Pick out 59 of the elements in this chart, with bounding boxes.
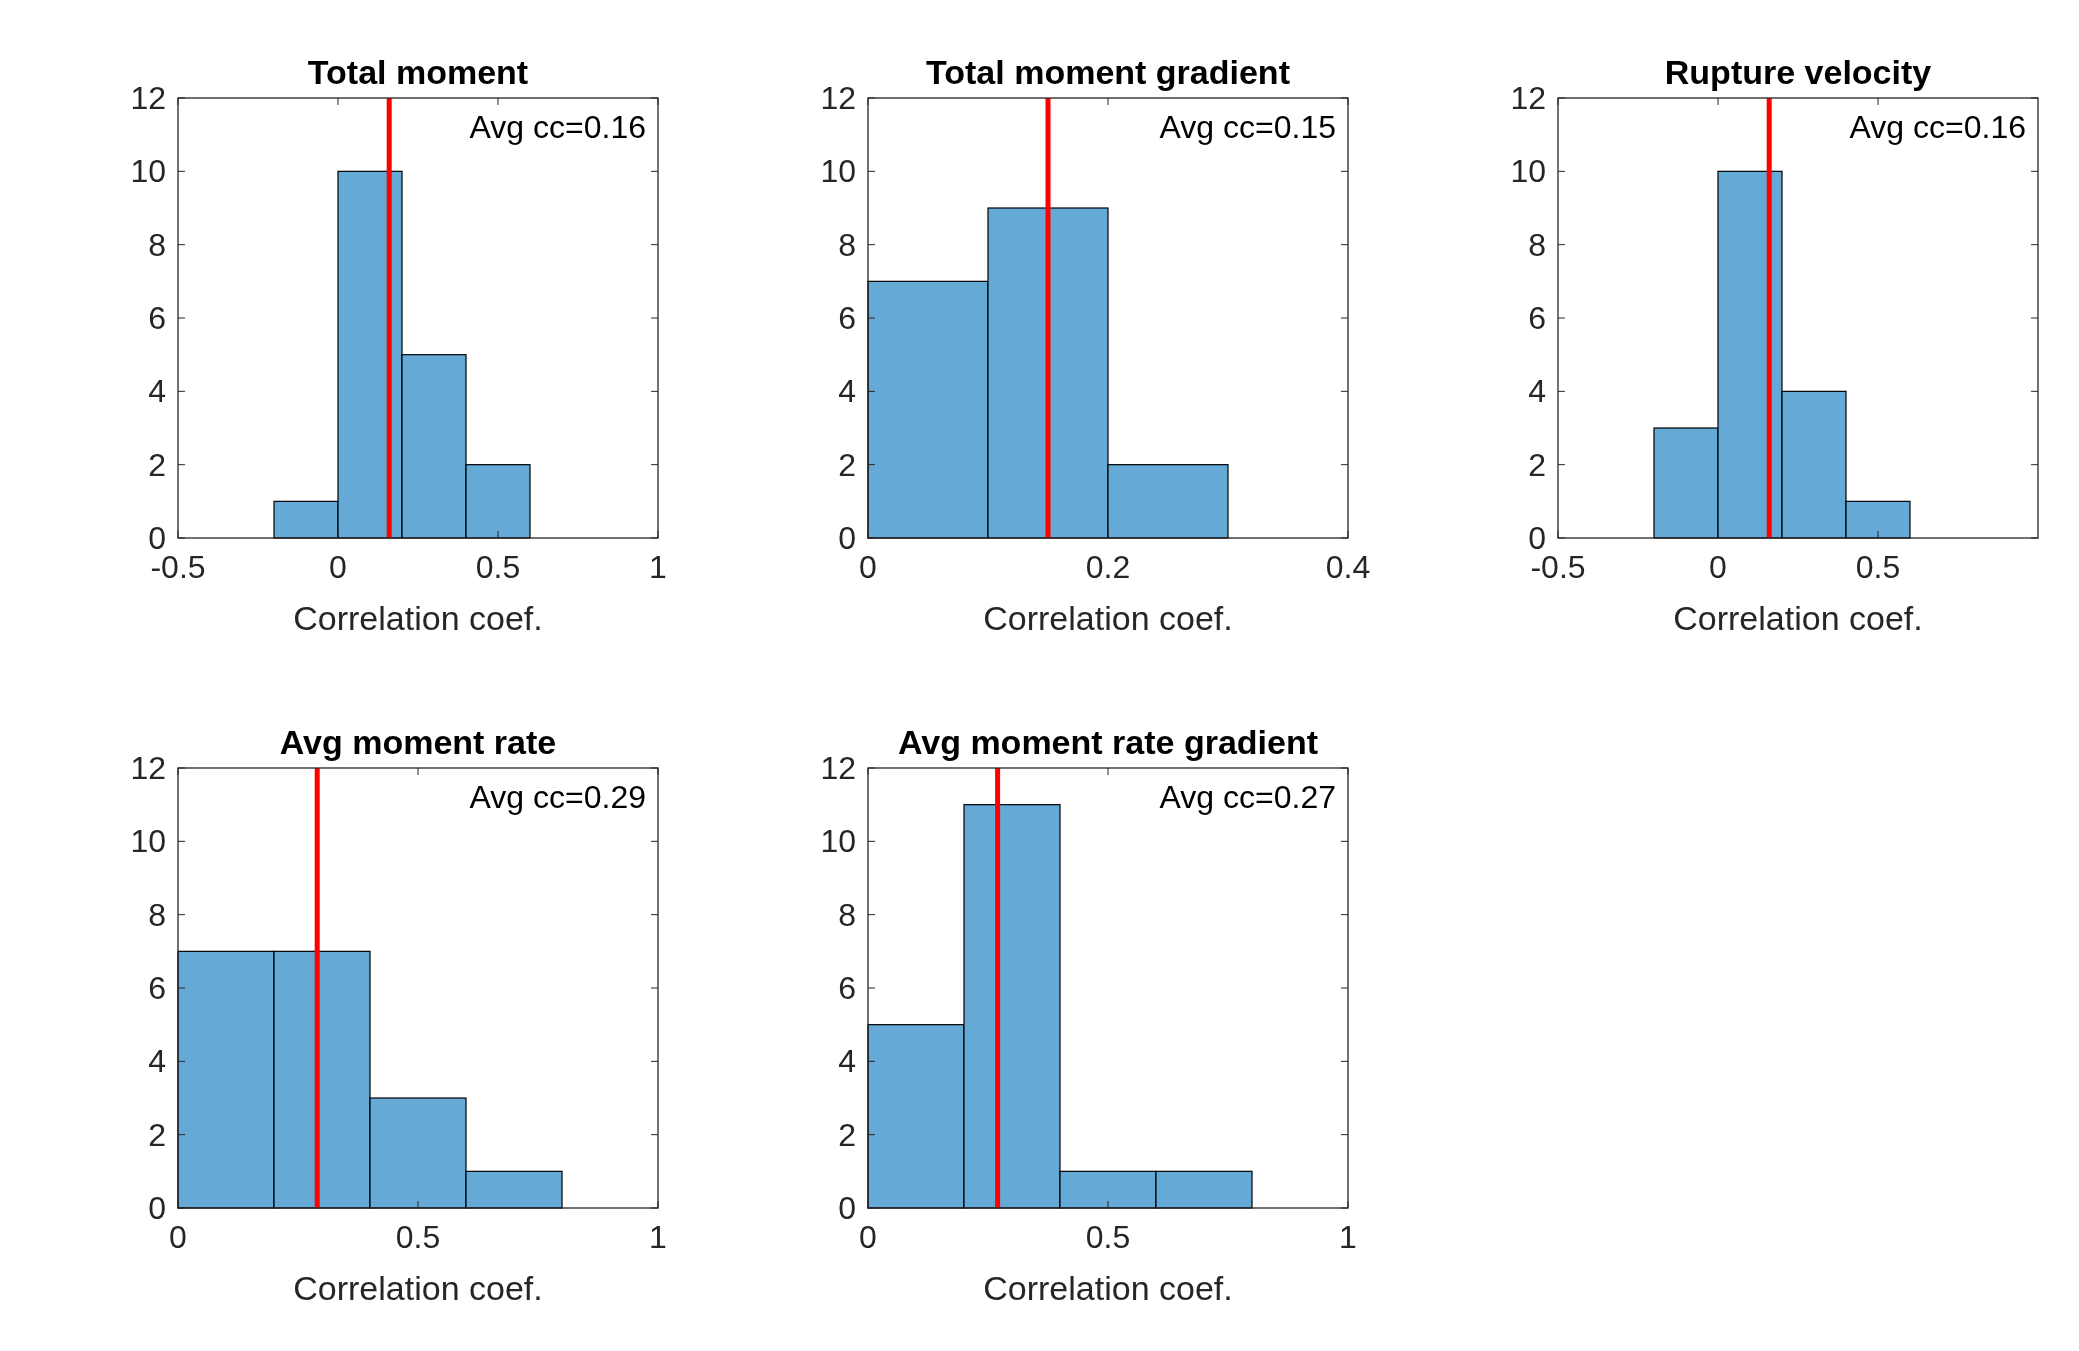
chart-title: Avg moment rate (279, 723, 557, 761)
y-tick-label: 6 (1528, 300, 1546, 336)
y-tick-label: 12 (820, 750, 856, 786)
y-tick-label: 8 (1528, 226, 1546, 263)
y-tick-label: 12 (130, 80, 166, 116)
x-axis-title: Correlation coef. (293, 1269, 543, 1307)
x-tick-label: 0.5 (395, 1219, 441, 1255)
x-axis-title: Correlation coef. (983, 599, 1233, 637)
y-tick-label: 4 (148, 1043, 166, 1080)
y-tick-label: 10 (820, 153, 856, 190)
x-tick-label: 0.5 (1855, 549, 1901, 585)
y-tick-label: 6 (838, 970, 856, 1006)
x-tick-label: 1 (1339, 1219, 1357, 1255)
annotation: Avg cc=0.27 (1159, 779, 1336, 815)
chart-title: Total moment (307, 53, 529, 91)
annotation: Avg cc=0.16 (469, 109, 646, 145)
y-tick-label: 8 (148, 226, 166, 263)
y-tick-label: 12 (130, 750, 166, 786)
x-axis-title: Correlation coef. (1673, 599, 1923, 637)
y-tick-label: 2 (148, 446, 166, 483)
y-tick-label: 8 (838, 226, 856, 263)
y-tick-label: 0 (838, 520, 856, 556)
x-axis-title: Correlation coef. (293, 599, 543, 637)
y-tick-label: 0 (838, 1190, 856, 1226)
y-tick-label: 12 (820, 80, 856, 116)
x-tick-label: 0 (329, 549, 347, 585)
x-tick-label: 0.2 (1085, 549, 1131, 585)
y-tick-label: 10 (130, 823, 166, 860)
y-tick-label: 0 (148, 1190, 166, 1226)
y-tick-label: 6 (148, 300, 166, 336)
x-tick-label: 1 (649, 1219, 667, 1255)
annotation: Avg cc=0.15 (1159, 109, 1336, 145)
y-tick-label: 10 (1510, 153, 1546, 190)
annotation: Avg cc=0.29 (469, 779, 646, 815)
y-tick-label: 4 (838, 373, 856, 410)
x-tick-label: 0.4 (1325, 549, 1371, 585)
x-axis-title: Correlation coef. (983, 1269, 1233, 1307)
y-tick-label: 8 (838, 896, 856, 933)
y-tick-label: 2 (838, 446, 856, 483)
y-tick-label: 10 (820, 823, 856, 860)
y-tick-label: 10 (130, 153, 166, 190)
chart-title: Rupture velocity (1664, 53, 1932, 91)
y-tick-label: 12 (1510, 80, 1546, 116)
y-tick-label: 4 (838, 1043, 856, 1080)
y-tick-label: 4 (148, 373, 166, 410)
x-tick-label: 0 (1709, 549, 1727, 585)
annotation: Avg cc=0.16 (1849, 109, 2026, 145)
chart-title: Avg moment rate gradient (897, 723, 1319, 761)
chart-title: Total moment gradient (926, 53, 1290, 91)
y-tick-label: 2 (148, 1116, 166, 1153)
y-tick-label: 2 (838, 1116, 856, 1153)
y-tick-label: 2 (1528, 446, 1546, 483)
x-tick-label: 0.5 (1085, 1219, 1131, 1255)
y-tick-label: 6 (148, 970, 166, 1006)
x-tick-label: 1 (649, 549, 667, 585)
x-tick-label: 0.5 (475, 549, 521, 585)
y-tick-label: 4 (1528, 373, 1546, 410)
y-tick-label: 8 (148, 896, 166, 933)
y-tick-label: 6 (838, 300, 856, 336)
